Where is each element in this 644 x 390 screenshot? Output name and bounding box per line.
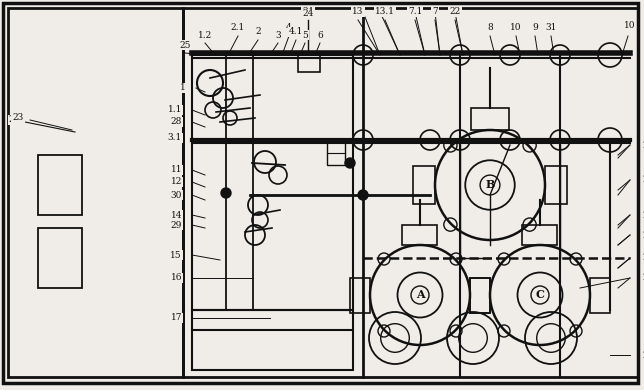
Text: 3: 3	[275, 30, 281, 39]
Text: 23: 23	[9, 115, 20, 124]
Text: 13: 13	[352, 7, 364, 16]
Text: 20: 20	[642, 254, 644, 262]
Bar	[545, 166, 567, 204]
Circle shape	[480, 175, 500, 195]
Bar	[350, 278, 370, 312]
Text: 10: 10	[622, 23, 634, 32]
Text: 29: 29	[171, 220, 182, 229]
Text: 10: 10	[623, 21, 635, 30]
Circle shape	[531, 286, 549, 304]
Bar	[298, 53, 320, 72]
Circle shape	[221, 188, 231, 198]
Text: 21: 21	[642, 211, 644, 220]
Text: 4.1: 4.1	[289, 28, 303, 37]
Text: 3.1: 3.1	[167, 133, 182, 142]
Text: 21.1: 21.1	[642, 176, 644, 184]
Text: 17: 17	[171, 314, 182, 323]
Bar	[8, 8, 183, 377]
Text: 12: 12	[171, 177, 182, 186]
Text: 4: 4	[286, 23, 292, 32]
Bar	[192, 310, 353, 370]
Bar	[413, 166, 435, 204]
Text: C: C	[536, 289, 544, 301]
Text: 7.1: 7.1	[408, 7, 422, 16]
Bar	[38, 155, 82, 215]
Bar	[327, 140, 345, 165]
Text: 15: 15	[171, 250, 182, 259]
Bar	[471, 108, 509, 130]
Text: 22: 22	[642, 140, 644, 149]
Text: 24: 24	[302, 9, 314, 18]
Text: 23: 23	[12, 113, 24, 122]
Text: 16: 16	[171, 273, 182, 282]
Circle shape	[345, 158, 355, 168]
Bar	[402, 225, 437, 245]
Bar	[522, 225, 558, 245]
Text: 6: 6	[317, 30, 323, 39]
Text: 25: 25	[179, 41, 191, 50]
Text: 7: 7	[432, 7, 438, 16]
Bar	[183, 8, 638, 377]
Text: 14: 14	[171, 211, 182, 220]
Bar	[590, 278, 610, 312]
Text: 22: 22	[450, 7, 460, 16]
Circle shape	[358, 190, 368, 200]
Text: 2: 2	[255, 28, 261, 37]
Text: 1.2: 1.2	[198, 30, 212, 39]
Text: 22.1: 22.1	[642, 230, 644, 239]
Bar	[38, 228, 82, 288]
Text: 1: 1	[180, 83, 186, 92]
Text: 2.1: 2.1	[231, 23, 245, 32]
Bar	[470, 278, 490, 312]
Text: 13.1: 13.1	[375, 7, 395, 16]
Circle shape	[411, 286, 429, 304]
Text: 18: 18	[642, 351, 644, 360]
Text: 19: 19	[642, 273, 644, 282]
Text: 1.1: 1.1	[167, 106, 182, 115]
Text: 31: 31	[545, 23, 556, 32]
Text: 11: 11	[171, 165, 182, 174]
Text: 8: 8	[487, 23, 493, 32]
Bar	[470, 278, 490, 312]
Text: 10: 10	[510, 23, 522, 32]
Text: 30: 30	[171, 190, 182, 200]
Text: 24: 24	[302, 7, 314, 16]
Text: A: A	[415, 289, 424, 301]
Text: 5: 5	[302, 30, 308, 39]
Text: 28: 28	[171, 117, 182, 126]
Text: B: B	[486, 179, 495, 190]
Text: 9: 9	[532, 23, 538, 32]
Bar	[192, 55, 353, 310]
